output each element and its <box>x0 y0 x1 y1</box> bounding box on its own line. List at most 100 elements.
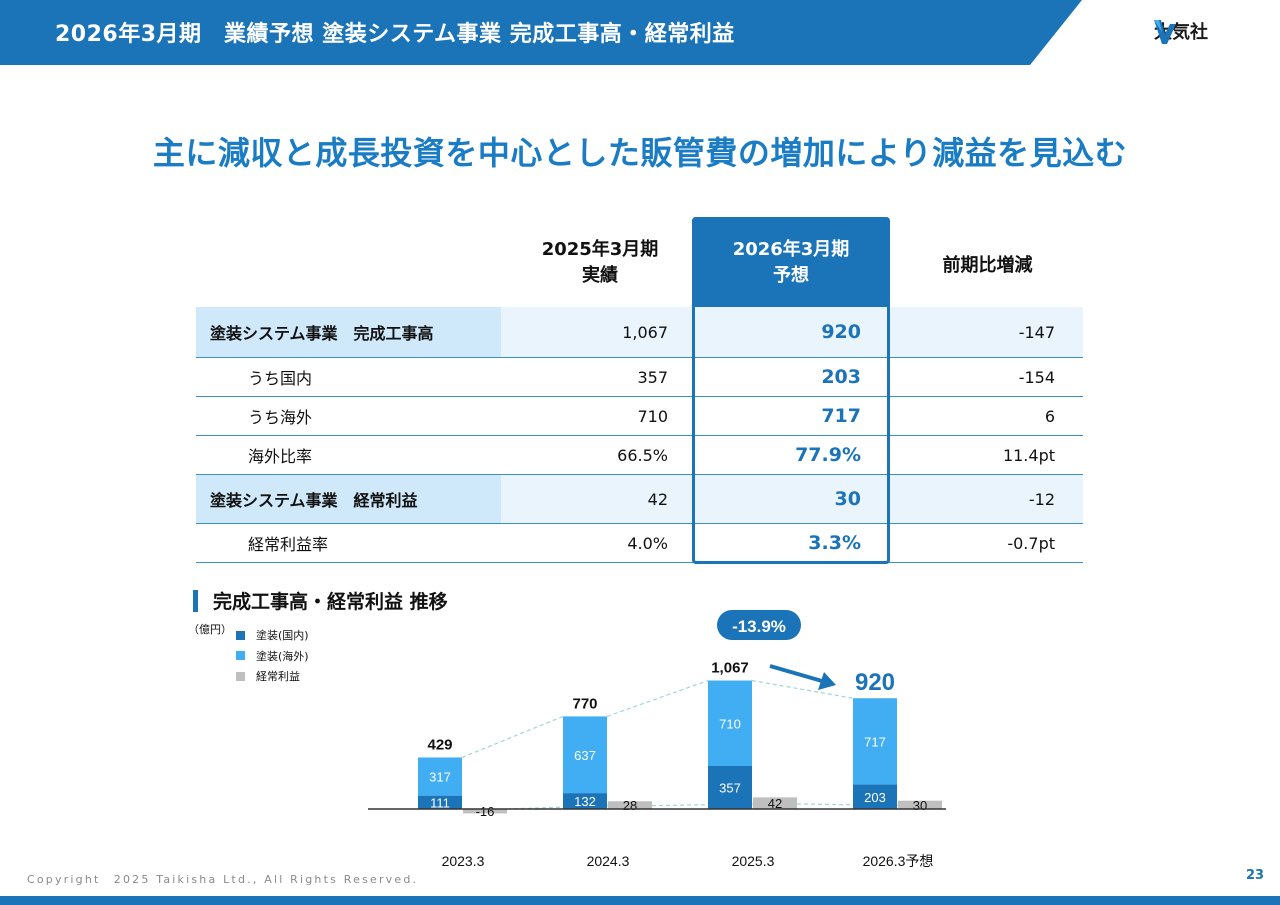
row-actual: 357 <box>637 367 668 387</box>
bar-domestic <box>708 766 752 809</box>
x-axis-label: 2026.3予想 <box>863 853 934 869</box>
table-row: 塗装システム事業 経常利益 42 30 -12 <box>196 475 1083 524</box>
row-forecast: 3.3% <box>808 532 861 554</box>
row-forecast: 77.9% <box>795 444 861 466</box>
col-header-actual-line2: 実績 <box>582 265 618 286</box>
headline: 主に減収と成長投資を中心とした販管費の増加により減益を見込む <box>152 134 1128 172</box>
legend-swatch <box>236 651 245 661</box>
col-header-forecast-line1: 2026年3月期 <box>732 239 850 260</box>
change-badge <box>717 610 801 640</box>
company-logo: 大気社 <box>1152 18 1208 44</box>
bar-overseas <box>418 757 462 796</box>
logo-mark-icon <box>1154 20 1176 44</box>
row-forecast: 717 <box>821 405 861 427</box>
row-change: -147 <box>1018 322 1055 342</box>
change-badge-text: -13.9% <box>732 617 786 636</box>
bar-domestic <box>853 784 897 809</box>
bar-domestic-label: 111 <box>430 795 450 810</box>
section-title-text: 完成工事高・経常利益 推移 <box>213 591 448 613</box>
bar-profit <box>463 809 507 814</box>
row-change: 11.4pt <box>1002 445 1055 465</box>
table-row: 塗装システム事業 完成工事高 1,067 920 -147 <box>196 307 1083 358</box>
unit-label: （億円） <box>188 623 232 636</box>
col-header-change: 前期比増減 <box>942 255 1033 276</box>
row-forecast: 920 <box>821 321 861 343</box>
bar-domestic-label: 357 <box>719 781 741 796</box>
table-row: うち海外 710 717 6 <box>196 397 1083 436</box>
header-bar: 2026年3月期 業績予想 塗装システム事業 完成工事高・経常利益 大気社 <box>0 0 1280 65</box>
copyright-text: Copyright 2025 Taikisha Ltd., All Rights… <box>27 873 419 886</box>
bar-overseas-label: 717 <box>864 734 886 749</box>
legend-swatch <box>236 671 245 681</box>
bar-profit <box>898 800 942 809</box>
change-arrow-head <box>818 672 836 690</box>
chart-legend: 塗装(国内) 塗装(海外) 経常利益 <box>236 625 309 687</box>
row-actual: 42 <box>647 489 668 509</box>
header-background <box>0 0 1082 65</box>
legend-item: 経常利益 <box>236 666 309 687</box>
row-label: 塗装システム事業 経常利益 <box>196 475 501 523</box>
row-change: -12 <box>1028 489 1055 509</box>
total-connector-line <box>461 715 564 759</box>
bar-profit <box>753 797 797 809</box>
x-axis-label: 2025.3 <box>732 853 775 869</box>
row-label: 塗装システム事業 完成工事高 <box>196 307 501 357</box>
legend-swatch <box>236 630 245 640</box>
x-axis-label: 2024.3 <box>587 853 630 869</box>
legend-label: 塗装(国内) <box>256 629 309 643</box>
bar-profit-label: 30 <box>913 798 927 813</box>
bar-profit-label: 42 <box>768 796 782 811</box>
bar-overseas <box>708 680 752 767</box>
bar-overseas-label: 710 <box>719 716 741 731</box>
bar-domestic-label: 203 <box>864 790 886 805</box>
table-row: 経常利益率 4.0% 3.3% -0.7pt <box>196 524 1083 563</box>
row-label: 海外比率 <box>248 447 313 466</box>
legend-item: 塗装(国内) <box>236 625 309 646</box>
bar-total-label: 429 <box>427 736 452 753</box>
col-header-actual-line1: 2025年3月期 <box>541 239 659 260</box>
table-row: うち国内 357 203 -154 <box>196 358 1083 397</box>
bar-domestic <box>418 795 462 809</box>
row-forecast: 30 <box>834 488 861 510</box>
row-label: うち国内 <box>248 369 313 388</box>
bar-total-label: 920 <box>855 669 895 696</box>
bar-total-label: 1,067 <box>711 660 749 677</box>
row-actual: 1,067 <box>622 322 668 342</box>
legend-item: 塗装(海外) <box>236 646 309 667</box>
row-forecast: 203 <box>821 366 861 388</box>
row-label: 経常利益率 <box>248 535 329 554</box>
bar-total-label: 770 <box>572 695 597 712</box>
total-connector-line <box>751 679 854 699</box>
bar-profit-label: 28 <box>623 798 637 813</box>
bar-profit <box>608 801 652 809</box>
x-axis-label: 2023.3 <box>442 853 485 869</box>
bar-overseas-label: 637 <box>574 748 596 763</box>
total-connector-line <box>606 679 709 717</box>
col-header-actual: 2025年3月期 実績 <box>520 237 680 289</box>
section-marker <box>193 589 198 612</box>
bar-overseas <box>853 698 897 785</box>
page-title: 2026年3月期 業績予想 塗装システム事業 完成工事高・経常利益 <box>55 22 735 47</box>
page-number: 23 <box>1246 868 1265 883</box>
section-title: 完成工事高・経常利益 推移 <box>193 587 448 614</box>
bar-domestic-label: 132 <box>574 794 596 809</box>
bar-profit-label: -16 <box>476 804 495 819</box>
row-change: -154 <box>1018 367 1055 387</box>
col-header-forecast-line2: 予想 <box>773 265 809 286</box>
row-change: -0.7pt <box>1007 533 1055 553</box>
bar-overseas-label: 317 <box>429 770 451 785</box>
row-actual: 4.0% <box>627 533 668 553</box>
row-actual: 66.5% <box>617 445 668 465</box>
legend-label: 塗装(海外) <box>256 649 309 663</box>
footer-bar <box>0 896 1280 905</box>
row-change: 6 <box>1044 406 1055 426</box>
change-arrow-line <box>769 664 823 683</box>
table-row: 海外比率 66.5% 77.9% 11.4pt <box>196 436 1083 475</box>
row-actual: 710 <box>637 406 668 426</box>
row-label: うち海外 <box>248 408 313 427</box>
col-header-forecast: 2026年3月期 予想 <box>692 217 890 307</box>
bar-domestic <box>563 793 607 809</box>
bar-overseas <box>563 716 607 794</box>
legend-label: 経常利益 <box>256 670 300 684</box>
